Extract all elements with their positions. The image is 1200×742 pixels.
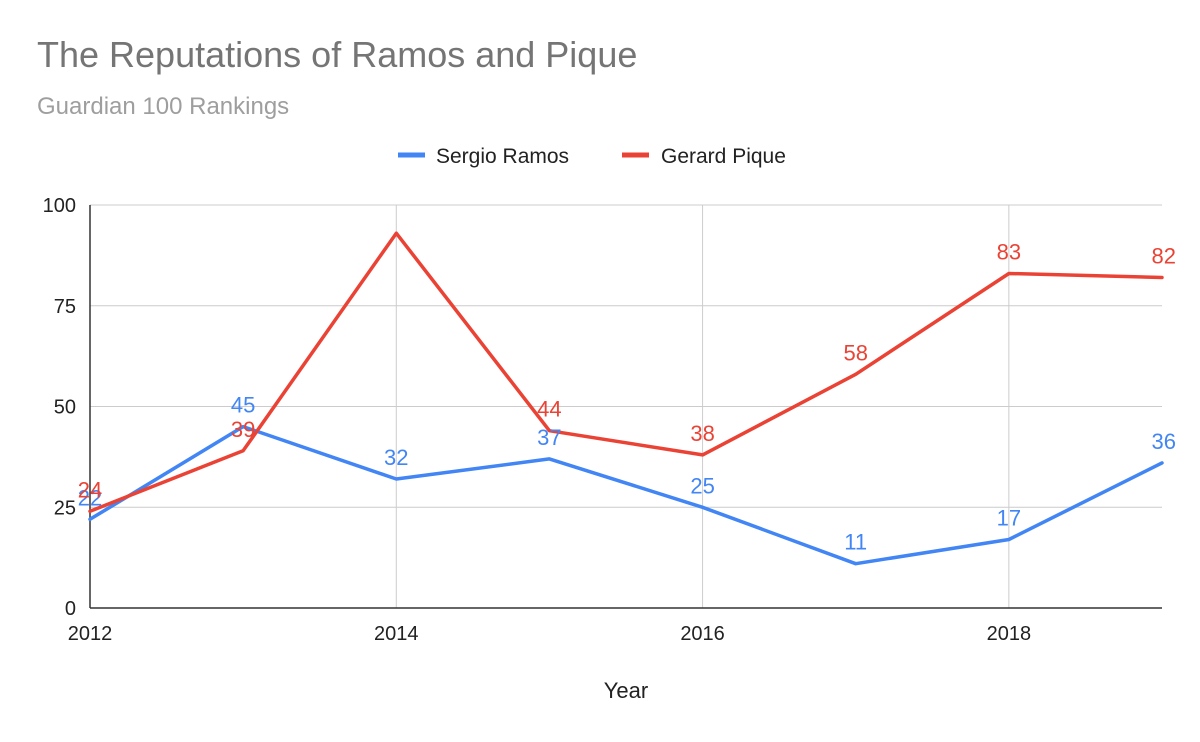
chart-subtitle: Guardian 100 Rankings xyxy=(37,93,289,120)
x-tick-label: 2012 xyxy=(68,623,113,645)
legend-label-sergio-ramos: Sergio Ramos xyxy=(436,145,569,168)
data-label-sergio-ramos: 25 xyxy=(690,473,714,498)
x-axis-title: Year xyxy=(604,678,648,703)
y-tick-label: 75 xyxy=(54,296,76,318)
data-label-sergio-ramos: 45 xyxy=(231,393,255,418)
data-label-sergio-ramos: 17 xyxy=(997,505,1021,530)
data-label-gerard-pique: 24 xyxy=(78,477,102,502)
x-tick-label: 2018 xyxy=(987,623,1032,645)
data-label-sergio-ramos: 32 xyxy=(384,445,408,470)
data-label-gerard-pique: 44 xyxy=(537,397,561,422)
x-tick-label: 2016 xyxy=(680,623,725,645)
data-label-sergio-ramos: 22 xyxy=(78,485,102,510)
y-tick-label: 100 xyxy=(43,195,76,217)
x-tick-label: 2014 xyxy=(374,623,419,645)
data-label-sergio-ramos: 11 xyxy=(844,530,867,555)
data-label-gerard-pique: 39 xyxy=(231,417,255,442)
chart-title: The Reputations of Ramos and Pique xyxy=(37,34,637,75)
axes: 0 25 50 75 100 2012 2014 2016 2018 xyxy=(43,195,1162,645)
data-label-gerard-pique: 82 xyxy=(1152,244,1176,269)
data-label-sergio-ramos: 37 xyxy=(537,425,561,450)
data-label-sergio-ramos: 36 xyxy=(1152,429,1176,454)
data-label-gerard-pique: 58 xyxy=(843,340,867,365)
series-line-sergio-ramos xyxy=(88,424,1164,566)
legend: Sergio Ramos Gerard Pique xyxy=(398,145,786,168)
plot-area: 22 45 32 37 25 11 17 36 24 39 44 38 58 83 82 xyxy=(78,231,1176,566)
y-tick-label: 0 xyxy=(65,598,76,620)
y-tick-label: 50 xyxy=(54,397,76,419)
data-label-gerard-pique: 83 xyxy=(997,240,1021,265)
legend-label-gerard-pique: Gerard Pique xyxy=(661,145,786,168)
gridlines xyxy=(90,204,1162,608)
data-label-gerard-pique: 38 xyxy=(690,421,714,446)
y-tick-label: 25 xyxy=(54,497,76,519)
series-line-gerard-pique xyxy=(88,231,1164,514)
